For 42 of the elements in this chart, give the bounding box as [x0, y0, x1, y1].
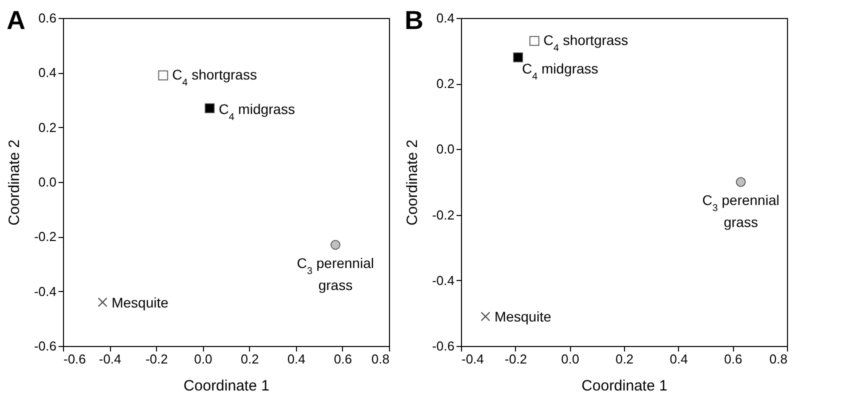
x-tick-label: -0.4 [462, 352, 484, 366]
series-label: Mesquite [494, 308, 552, 324]
chart-title: B [404, 5, 424, 35]
series-label: C$_{4}$ midgrass [218, 101, 295, 123]
series-label: C$_{4}$ midgrass [522, 60, 598, 82]
y-tick-label: 0.4 [436, 10, 454, 26]
y-axis-title: Coordinate 2 [6, 140, 24, 226]
y-tick-label: 0.0 [38, 174, 56, 190]
x-tick-label: 0.6 [334, 352, 352, 366]
x-tick-label: 0.4 [670, 352, 688, 366]
y-tick-label: 0.2 [38, 120, 56, 135]
y-tick-label: 0.6 [38, 10, 56, 26]
y-tick-label: -0.4 [34, 284, 56, 299]
series-label: Mesquite [112, 294, 169, 310]
series-label: C$_{3}$ perennial grass [296, 254, 374, 293]
y-tick-label: 0.2 [436, 76, 454, 92]
x-tick-label: -0.2 [145, 352, 168, 366]
series-label: C$_{3}$ perennial grass [702, 192, 780, 230]
chart-title: A [6, 5, 26, 35]
y-tick-label: -0.6 [432, 338, 454, 354]
x-tick-label: 0.2 [615, 352, 634, 366]
x-tick-label: -0.4 [98, 352, 122, 366]
y-tick-label: -0.6 [34, 338, 56, 354]
y-tick-label: 0.4 [38, 65, 56, 80]
y-tick-label: -0.4 [432, 272, 454, 288]
x-tick-label: 0.8 [371, 352, 390, 366]
series-label: C$_{4}$ shortgrass [543, 32, 628, 54]
y-axis-title: Coordinate 2 [404, 140, 422, 226]
x-axis-title: Coordinate 1 [582, 378, 668, 394]
x-tick-label: 0.0 [194, 352, 212, 366]
x-tick-label: 0.0 [561, 352, 580, 366]
series-label: C$_{4}$ shortgrass [172, 66, 257, 88]
x-tick-label: 0.2 [240, 352, 259, 366]
x-axis-title: Coordinate 1 [184, 378, 270, 394]
x-tick-label: 0.6 [724, 352, 742, 366]
y-tick-label: -0.2 [432, 207, 454, 222]
x-tick-label: -0.2 [504, 352, 528, 366]
x-tick-label: 0.4 [287, 352, 306, 366]
x-tick-label: -0.6 [64, 352, 86, 366]
y-tick-label: 0.0 [436, 142, 454, 157]
y-tick-label: -0.2 [34, 229, 56, 244]
x-tick-label: 0.8 [769, 352, 788, 366]
